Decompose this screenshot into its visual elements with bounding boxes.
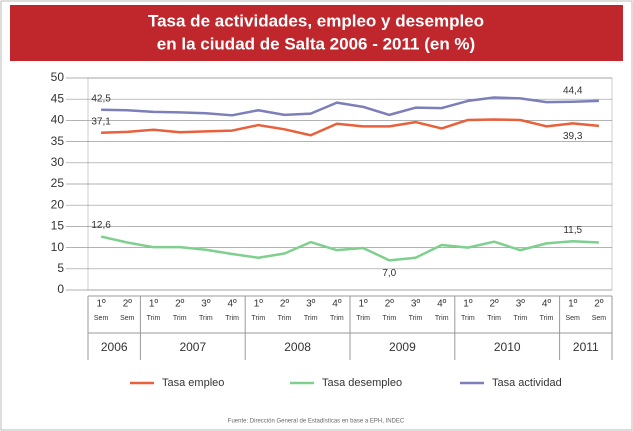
- x-tick-label: Sem: [94, 315, 109, 322]
- legend-label: Tasa empleo: [162, 377, 224, 389]
- x-tick-label: 1º: [463, 299, 473, 310]
- group-label: 2006: [101, 340, 128, 354]
- x-tick-label: Trim: [225, 315, 239, 322]
- x-tick-label: Trim: [251, 315, 265, 322]
- x-tick-label: 3º: [516, 299, 526, 310]
- y-tick-label: 35: [51, 134, 65, 148]
- y-tick-label: 5: [57, 261, 64, 275]
- x-tick-label: 1º: [358, 299, 368, 310]
- x-tick-label: Trim: [199, 315, 213, 322]
- x-tick-label: Trim: [330, 315, 344, 322]
- x-tick-label: Trim: [435, 315, 449, 322]
- data-label: 7,0: [382, 268, 396, 279]
- group-label: 2009: [389, 340, 416, 354]
- y-tick-label: 10: [51, 240, 65, 254]
- x-tick-label: 2º: [280, 299, 290, 310]
- x-tick-label: 1º: [568, 299, 578, 310]
- x-tick-label: Sem: [120, 315, 135, 322]
- data-label: 42,5: [91, 93, 111, 104]
- y-tick-label: 25: [51, 176, 65, 190]
- x-tick-label: 1º: [149, 299, 159, 310]
- series-line: [101, 96, 599, 117]
- source: Fuente: Dirección General de Estadística…: [228, 419, 405, 425]
- x-tick-label: Trim: [278, 315, 292, 322]
- data-label: 11,5: [563, 225, 582, 236]
- chart-title: Tasa de actividades, empleo y desempleo: [148, 11, 484, 30]
- x-tick-label: 3º: [201, 299, 211, 310]
- x-tick-label: Trim: [409, 315, 423, 322]
- data-label: 44,4: [563, 85, 583, 96]
- x-tick-label: 2º: [594, 299, 604, 310]
- x-tick-label: Sem: [592, 315, 607, 322]
- x-tick-label: 3º: [411, 299, 421, 310]
- data-label: 37,1: [91, 116, 111, 127]
- y-tick-label: 40: [51, 113, 65, 127]
- x-tick-label: 2º: [123, 299, 133, 310]
- x-tick-label: Sem: [565, 315, 580, 322]
- x-tick-label: 2º: [175, 299, 185, 310]
- x-tick-label: Trim: [382, 315, 396, 322]
- group-label: 2008: [284, 340, 311, 354]
- x-tick-label: 3º: [306, 299, 316, 310]
- x-tick-label: 4º: [542, 299, 552, 310]
- y-tick-label: 20: [51, 197, 65, 211]
- group-label: 2007: [179, 340, 206, 354]
- x-tick-label: Trim: [304, 315, 318, 322]
- x-tick-label: 1º: [96, 299, 106, 310]
- legend-label: Tasa actividad: [492, 377, 562, 389]
- x-tick-label: Trim: [173, 315, 187, 322]
- x-tick-label: Trim: [513, 315, 527, 322]
- x-tick-label: 1º: [254, 299, 264, 310]
- x-tick-label: 4º: [332, 299, 342, 310]
- x-tick-label: Trim: [461, 315, 475, 322]
- legend-label: Tasa desempleo: [322, 377, 402, 389]
- title-bar: [10, 5, 623, 61]
- x-tick-label: Trim: [540, 315, 554, 322]
- group-label: 2011: [573, 340, 599, 354]
- x-tick-label: Trim: [356, 315, 370, 322]
- x-tick-label: 4º: [227, 299, 237, 310]
- x-tick-label: 4º: [437, 299, 447, 310]
- y-tick-label: 45: [51, 91, 65, 105]
- x-tick-label: 2º: [385, 299, 395, 310]
- x-tick-label: Trim: [487, 315, 501, 322]
- y-tick-label: 0: [57, 282, 64, 296]
- x-tick-label: 2º: [489, 299, 499, 310]
- y-tick-label: 50: [51, 70, 65, 84]
- data-label: 39,3: [563, 131, 583, 142]
- x-tick-label: Trim: [147, 315, 161, 322]
- y-tick-label: 15: [51, 219, 65, 233]
- series-line: [100, 235, 599, 262]
- series-line: [101, 118, 600, 137]
- data-label: 12,6: [91, 220, 111, 231]
- group-label: 2010: [494, 340, 521, 354]
- y-tick-label: 30: [51, 155, 65, 169]
- chart-title: en la ciudad de Salta 2006 - 2011 (en %): [157, 34, 475, 53]
